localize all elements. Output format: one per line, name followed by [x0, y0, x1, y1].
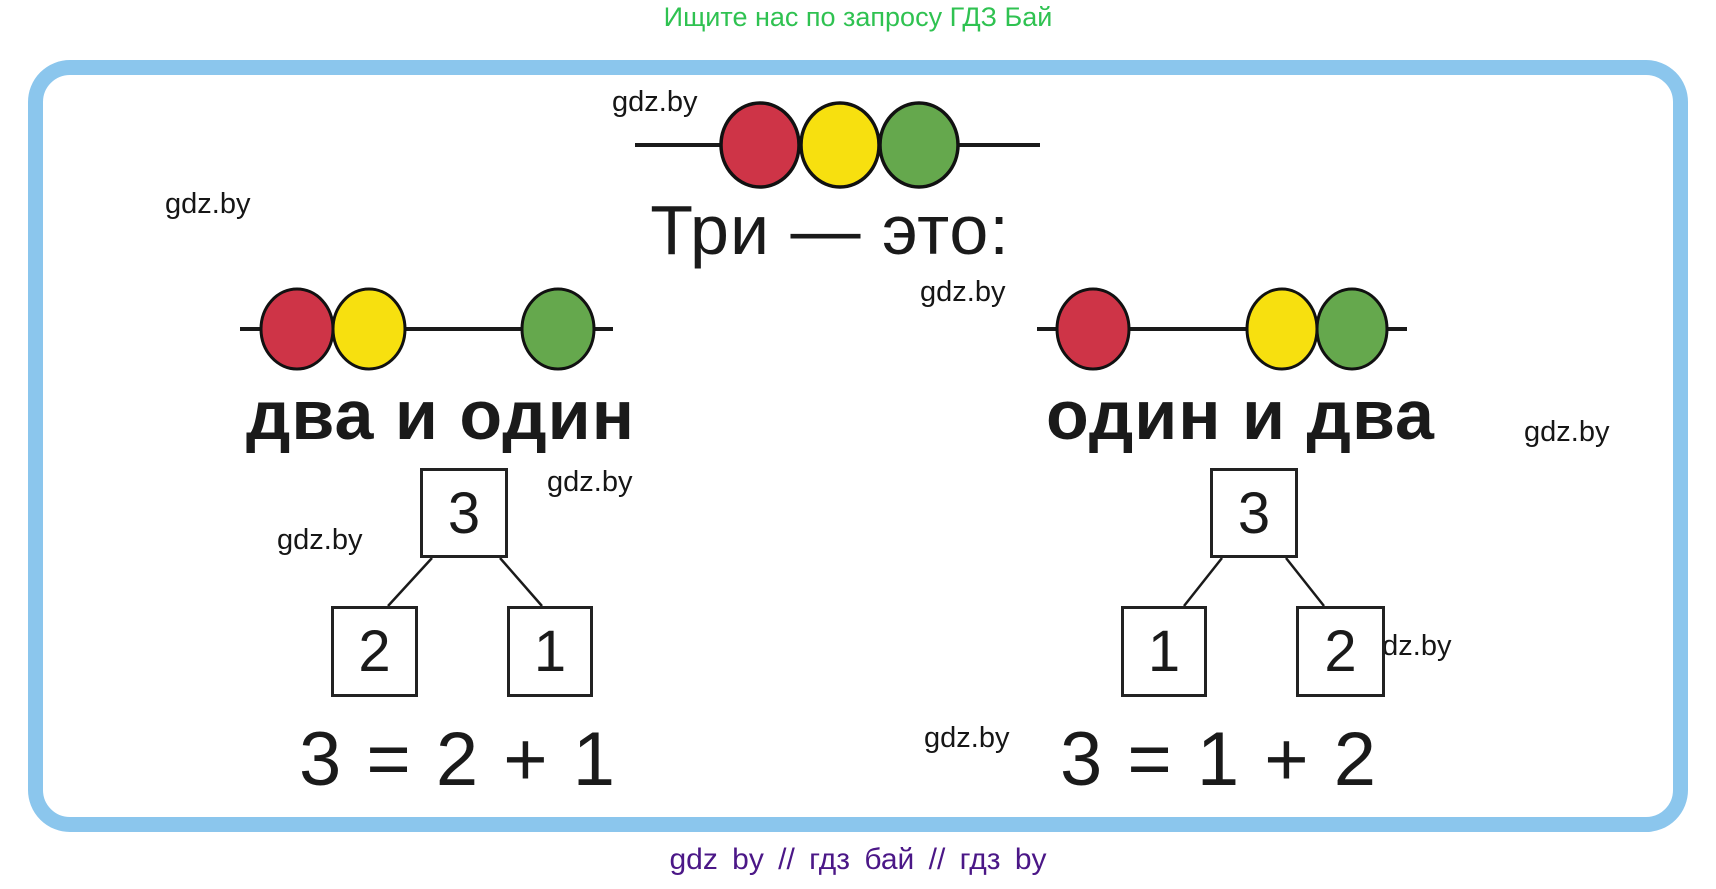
left-bond-part2-value: 1: [533, 619, 567, 684]
right-bond-part1-box: 1: [1121, 606, 1207, 697]
right-equation: 3 = 1 + 2: [1060, 717, 1379, 802]
left-equation: 3 = 2 + 1: [299, 717, 618, 802]
watermark-right-equation: gdz.by: [924, 722, 1010, 754]
right-bond-part2-box: 2: [1296, 606, 1385, 697]
watermark-left-bond-right: gdz.by: [547, 466, 633, 498]
watermark-top: gdz.by: [612, 86, 698, 118]
left-group-label: два и один: [246, 376, 635, 454]
right-group-label: один и два: [1046, 376, 1435, 454]
promo-banner-bottom: gdz by // гдз бай // гдз by: [669, 843, 1047, 876]
watermark-under-heading: gdz.by: [920, 276, 1006, 308]
promo-banner-top: Ищите нас по запросу ГДЗ Бай: [663, 2, 1053, 32]
watermark-left-bond-left: gdz.by: [277, 524, 363, 556]
watermark-upper-left: gdz.by: [165, 188, 251, 220]
heading-three-is: Три — это:: [650, 191, 1010, 269]
right-bond-part1-value: 1: [1147, 619, 1181, 684]
left-bond-part1-box: 2: [331, 606, 418, 697]
left-bond-whole-box: 3: [420, 468, 508, 558]
right-bond-whole-box: 3: [1210, 468, 1298, 558]
right-bond-part2-value: 2: [1324, 619, 1357, 684]
watermark-right: gdz.by: [1524, 416, 1610, 448]
left-bond-part2-box: 1: [507, 606, 593, 697]
left-bond-whole-value: 3: [447, 480, 481, 546]
right-bond-whole-value: 3: [1237, 480, 1271, 546]
left-bond-part1-value: 2: [358, 619, 391, 684]
